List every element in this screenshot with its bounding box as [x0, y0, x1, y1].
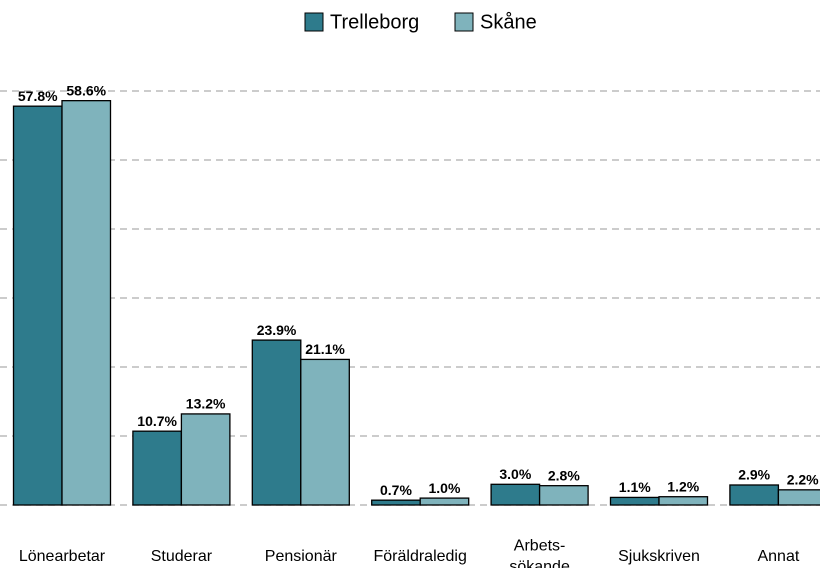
bar — [777, 489, 820, 506]
value-label: 1.1% — [619, 479, 651, 495]
value-label: 58.6% — [66, 82, 106, 98]
value-label: 2.2% — [787, 472, 819, 488]
value-label: 21.1% — [305, 341, 345, 357]
bar — [490, 483, 541, 506]
x-tick-label: Annat — [757, 548, 799, 565]
value-label: 3.0% — [499, 466, 531, 482]
x-tick-label: Föräldraledig — [374, 548, 467, 565]
x-tick-label: Arbets-sökande — [509, 538, 570, 568]
bar — [180, 413, 231, 506]
value-label: 1.2% — [667, 478, 699, 494]
x-tick-label: Studerar — [151, 548, 213, 565]
legend-label: Trelleborg — [330, 11, 419, 33]
value-label: 2.8% — [548, 467, 580, 483]
x-tick-label: Sjukskriven — [618, 548, 700, 565]
value-label: 13.2% — [186, 396, 226, 412]
x-tick-label: Pensionär — [265, 548, 338, 565]
bar — [300, 358, 350, 506]
bar — [61, 100, 112, 506]
value-label: 2.9% — [738, 467, 770, 483]
value-label: 57.8% — [18, 88, 58, 104]
bar — [658, 496, 709, 506]
bar — [609, 496, 660, 506]
bar — [729, 484, 780, 506]
bar — [251, 339, 302, 506]
legend-label: Skåne — [480, 11, 537, 33]
value-label: 23.9% — [257, 322, 297, 338]
legend-swatch — [454, 12, 474, 32]
value-label: 1.0% — [428, 480, 460, 496]
value-label: 0.7% — [380, 482, 412, 498]
x-tick-label: Lönearbetar — [19, 548, 106, 565]
legend-swatch — [304, 12, 324, 32]
bar — [12, 105, 63, 506]
bar — [371, 499, 421, 506]
bar — [538, 485, 589, 506]
bar — [419, 497, 470, 506]
value-label: 10.7% — [137, 413, 177, 429]
bar — [132, 430, 183, 506]
